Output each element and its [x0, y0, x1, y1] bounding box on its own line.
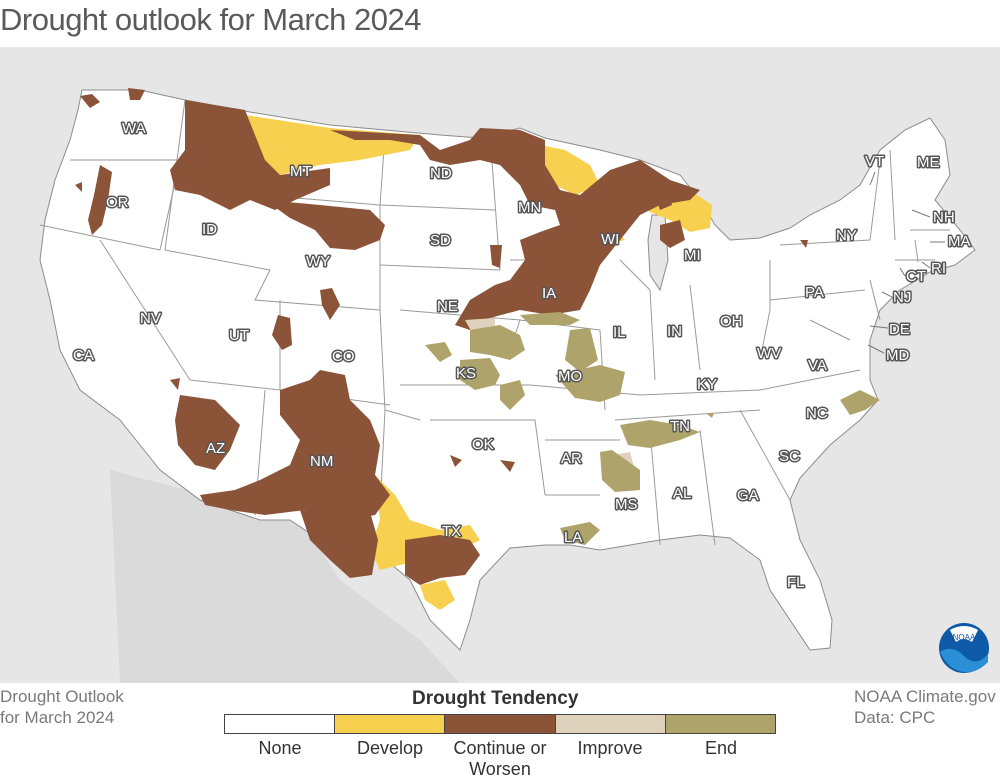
- state-label-wv: WV: [757, 345, 781, 362]
- state-label-oh: OH: [720, 313, 743, 330]
- noaa-logo: NOAA: [938, 622, 990, 674]
- continue-worsen-areas: [75, 88, 808, 585]
- state-label-ri: RI: [931, 260, 946, 277]
- state-label-wy: WY: [306, 253, 330, 270]
- state-label-ny: NY: [836, 227, 857, 244]
- state-label-nm: NM: [310, 453, 333, 470]
- state-label-co: CO: [332, 348, 355, 365]
- state-label-nj: NJ: [893, 289, 911, 306]
- leader-lines: [867, 171, 945, 354]
- state-label-me: ME: [917, 154, 940, 171]
- state-label-ks: KS: [456, 365, 476, 382]
- state-label-al: AL: [673, 485, 691, 502]
- state-label-wa: WA: [122, 120, 146, 137]
- state-label-mn: MN: [518, 199, 541, 216]
- state-label-la: LA: [564, 529, 582, 546]
- state-label-ar: AR: [561, 450, 582, 467]
- state-label-ct: CT: [906, 268, 926, 285]
- footer-right: NOAA Climate.gov Data: CPC: [854, 686, 1000, 728]
- footer-left-line2: for March 2024: [0, 708, 115, 727]
- state-label-ms: MS: [615, 496, 638, 513]
- state-label-id: ID: [202, 221, 217, 238]
- legend-label-improve: Improve: [577, 738, 643, 758]
- state-label-nh: NH: [933, 209, 955, 226]
- state-label-fl: FL: [787, 574, 805, 591]
- legend-label-continue-line1: Continue or: [453, 738, 547, 758]
- state-label-de: DE: [889, 321, 910, 338]
- state-label-ky: KY: [697, 376, 717, 393]
- state-label-nd: ND: [430, 165, 452, 182]
- state-label-pa: PA: [805, 284, 824, 301]
- legend-label-end: End: [704, 738, 738, 758]
- state-label-ut: UT: [229, 327, 249, 344]
- footer-left: Drought Outlook for March 2024: [0, 686, 124, 728]
- state-label-ia: IA: [542, 285, 556, 302]
- state-label-az: AZ: [206, 440, 225, 457]
- state-label-ga: GA: [737, 487, 759, 504]
- legend-bar: [224, 714, 776, 734]
- state-label-mi: MI: [684, 247, 701, 264]
- state-label-nv: NV: [140, 310, 161, 327]
- footer-right-line1: NOAA Climate.gov: [854, 687, 996, 706]
- state-label-wi: WI: [601, 231, 619, 248]
- end-areas: [425, 312, 880, 545]
- legend-swatch-end: [665, 715, 776, 733]
- legend-swatch-improve: [555, 715, 666, 733]
- legend-swatch-develop: [335, 715, 446, 733]
- state-label-sd: SD: [430, 232, 451, 249]
- legend-swatch-continue: [445, 715, 556, 733]
- noaa-logo-text: NOAA: [953, 633, 976, 642]
- state-label-il: IL: [613, 324, 626, 341]
- legend-swatch-none: [225, 715, 336, 733]
- map-title: Drought outlook for March 2024: [0, 2, 421, 37]
- state-label-nc: NC: [806, 405, 828, 422]
- footer-left-line1: Drought Outlook: [0, 687, 124, 706]
- legend-label-none: None: [258, 738, 302, 758]
- legend-title: Drought Tendency: [412, 688, 579, 709]
- mexico-region: [110, 470, 460, 683]
- state-label-ca: CA: [73, 347, 94, 364]
- drought-map: WA OR CA ID NV MT WY UT AZ CO NM ND SD N…: [0, 47, 1000, 683]
- legend-label-continue-line2: Worsen: [469, 759, 531, 779]
- state-label-in: IN: [667, 323, 682, 340]
- state-label-mt: MT: [290, 163, 312, 180]
- state-labels: WA OR CA ID NV MT WY UT AZ CO NM ND SD N…: [72, 119, 973, 593]
- footer-right-line2: Data: CPC: [854, 708, 936, 727]
- state-label-mo: MO: [558, 368, 582, 385]
- legend-label-develop: Develop: [356, 738, 424, 758]
- state-label-sc: SC: [779, 448, 800, 465]
- state-label-ne: NE: [437, 298, 458, 315]
- state-label-ma: MA: [948, 233, 971, 250]
- legend-label-continue: Continue or Worsen: [445, 738, 555, 780]
- state-label-tn: TN: [670, 418, 690, 435]
- state-label-vt: VT: [865, 153, 884, 170]
- state-label-md: MD: [886, 347, 909, 364]
- state-label-tx: TX: [442, 523, 461, 540]
- state-label-or: OR: [106, 194, 129, 211]
- state-label-va: VA: [808, 357, 827, 374]
- state-label-ok: OK: [472, 436, 494, 453]
